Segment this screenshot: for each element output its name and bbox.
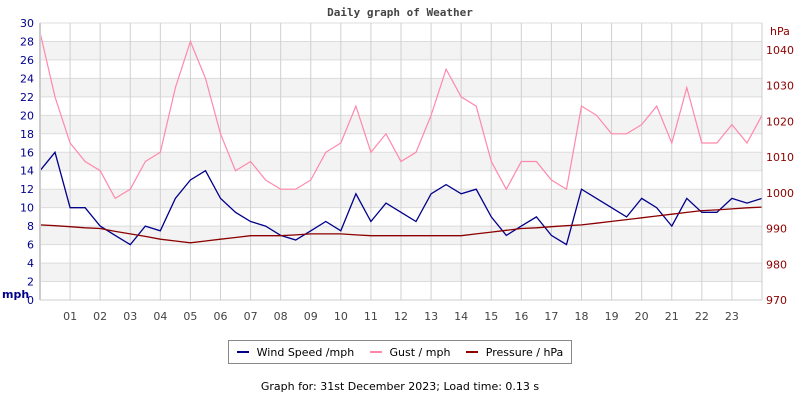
- y-left-tick-label: 6: [27, 239, 34, 252]
- y-left-tick-label: 18: [20, 128, 34, 141]
- chart-title: Daily graph of Weather: [327, 6, 473, 19]
- x-tick-label: 09: [304, 310, 318, 323]
- series-line-gust: [39, 32, 763, 200]
- y-left-tick-label: 10: [20, 202, 34, 215]
- legend-label: Pressure / hPa: [485, 345, 564, 359]
- legend: Wind Speed /mph Gust / mph Pressure / hP…: [228, 340, 572, 364]
- y-left-tick-label: 16: [20, 146, 34, 159]
- x-tick-label: 23: [725, 310, 739, 323]
- x-tick-label: 22: [695, 310, 709, 323]
- y-right-tick-label: 970: [766, 294, 787, 307]
- footer-status: Graph for: 31st December 2023; Load time…: [260, 380, 540, 393]
- y-right-tick-label: 980: [766, 258, 787, 271]
- pressure-swatch: [465, 351, 478, 353]
- y-left-tick-label: 0: [27, 294, 34, 307]
- x-tick-label: 14: [454, 310, 468, 323]
- y-left-tick-label: 12: [20, 183, 34, 196]
- y-left-tick-label: 14: [20, 165, 34, 178]
- legend-label: Gust / mph: [389, 345, 451, 359]
- legend-item-pressure: Pressure / hPa: [465, 345, 564, 359]
- x-tick-label: 06: [214, 310, 228, 323]
- series-line-pressure: [39, 206, 763, 244]
- y-right-tick-label: 1020: [766, 115, 794, 128]
- y-right-tick-label: 1030: [766, 80, 794, 93]
- x-tick-label: 05: [183, 310, 197, 323]
- wind-swatch: [236, 351, 249, 353]
- x-tick-label: 13: [424, 310, 438, 323]
- gust-swatch: [369, 351, 382, 353]
- x-tick-label: 20: [635, 310, 649, 323]
- legend-item-gust: Gust / mph: [369, 345, 451, 359]
- y-left-tick-label: 20: [20, 109, 34, 122]
- y-right-axis-label: hPa: [770, 25, 790, 38]
- x-tick-label: 17: [544, 310, 558, 323]
- x-tick-label: 11: [364, 310, 378, 323]
- x-tick-label: 12: [394, 310, 408, 323]
- x-tick-label: 01: [63, 310, 77, 323]
- x-tick-label: 16: [514, 310, 528, 323]
- x-tick-label: 19: [605, 310, 619, 323]
- y-left-tick-label: 28: [20, 35, 34, 48]
- x-tick-label: 04: [153, 310, 167, 323]
- y-left-tick-label: 22: [20, 91, 34, 104]
- y-left-tick-label: 26: [20, 54, 34, 67]
- y-left-tick-label: 8: [27, 220, 34, 233]
- x-tick-label: 02: [93, 310, 107, 323]
- y-right-tick-label: 1040: [766, 44, 794, 57]
- x-tick-label: 08: [274, 310, 288, 323]
- x-tick-label: 03: [123, 310, 137, 323]
- y-right-tick-label: 990: [766, 223, 787, 236]
- y-right-tick-label: 1000: [766, 187, 794, 200]
- y-left-tick-label: 24: [20, 72, 34, 85]
- chart-svg: Daily graph of Weather 02468101214161820…: [2, 6, 794, 323]
- legend-item-wind: Wind Speed /mph: [236, 345, 355, 359]
- legend-label: Wind Speed /mph: [256, 345, 355, 359]
- x-tick-label: 15: [484, 310, 498, 323]
- x-tick-label: 10: [334, 310, 348, 323]
- x-tick-label: 07: [244, 310, 258, 323]
- y-left-tick-label: 30: [20, 17, 34, 30]
- y-right-tick-label: 1010: [766, 151, 794, 164]
- y-left-tick-label: 4: [27, 257, 34, 270]
- y-left-axis-label: mph: [2, 288, 29, 301]
- x-tick-label: 18: [575, 310, 589, 323]
- x-tick-label: 21: [665, 310, 679, 323]
- series-line-wind: [39, 150, 763, 246]
- y-left-tick-label: 2: [27, 276, 34, 289]
